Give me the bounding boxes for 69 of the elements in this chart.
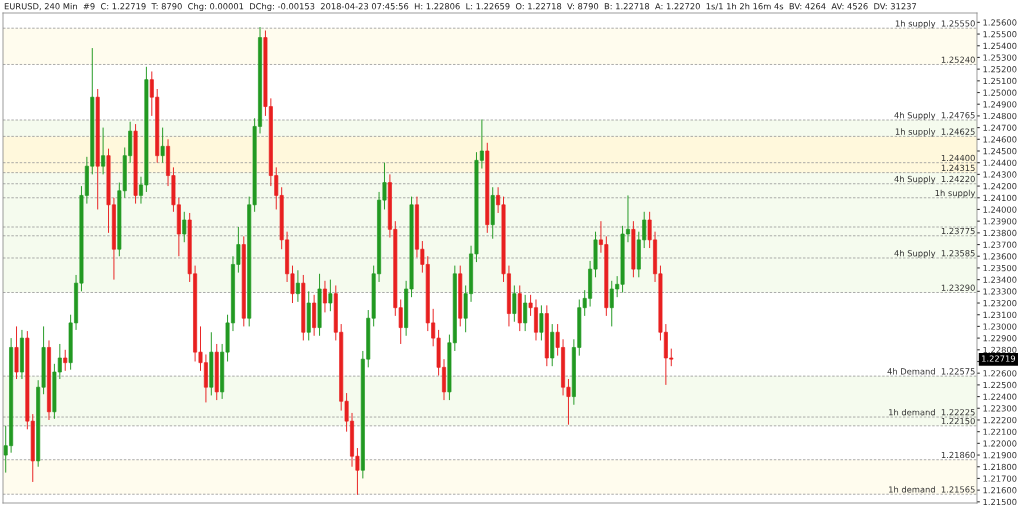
y-tick-label: 1.25600 (983, 19, 1017, 26)
ref-line-label: 1.23775 (941, 227, 975, 235)
y-tick-label: 1.22100 (983, 428, 1017, 435)
ref-line-label: 1.24400 (941, 154, 975, 162)
ref-line-label: 1h supply 1.24625 (895, 128, 975, 137)
ref-line-label: 4h Demand 1.22575 (887, 368, 975, 375)
ref-line-label: 1.22150 (941, 417, 975, 425)
y-tick-label: 1.21900 (983, 452, 1017, 459)
y-tick-label: 1.22600 (983, 370, 1017, 377)
y-tick-label: 1.21800 (983, 463, 1017, 471)
y-tick-label: 1.21500 (983, 498, 1017, 506)
y-tick-label: 1.24600 (983, 136, 1017, 143)
candlestick (512, 284, 517, 323)
ref-line-label: 4h Supply 1.24765 (894, 111, 975, 120)
candlestick (101, 127, 106, 175)
y-tick-label: 1.24100 (983, 194, 1017, 202)
y-tick-label: 1.23400 (983, 276, 1017, 283)
y-tick-label: 1.23000 (983, 323, 1017, 330)
y-tick-label: 1.22500 (983, 381, 1017, 389)
candlestick (182, 211, 187, 243)
y-tick-label: 1.25400 (983, 42, 1017, 50)
y-tick-label: 1.25100 (983, 77, 1017, 85)
y-tick-label: 1.22800 (983, 346, 1017, 354)
ref-line-label: 4h Supply 1.23585 (894, 249, 975, 258)
y-tick-label: 1.23700 (983, 241, 1017, 248)
candlestick (523, 294, 528, 332)
y-tick-label: 1.23500 (983, 264, 1017, 272)
y-tick-label: 1.23200 (983, 300, 1017, 307)
candlestick (539, 304, 544, 341)
candlestick (322, 280, 327, 313)
candlestick (63, 349, 68, 372)
y-tick-label: 1.24300 (983, 171, 1017, 178)
annotation: 1.22719 (982, 355, 1016, 362)
y-tick-label: 1.24000 (983, 206, 1017, 213)
y-tick-label: 1.23900 (983, 218, 1017, 225)
y-tick-label: 1.22200 (983, 416, 1017, 424)
y-tick-label: 1.23800 (983, 229, 1017, 237)
y-tick-label: 1.24400 (983, 159, 1017, 166)
y-tick-label: 1.25200 (983, 66, 1017, 73)
y-tick-label: 1.25500 (983, 31, 1017, 38)
ref-line-label: 1h supply (935, 189, 976, 198)
y-tick-label: 1.22300 (983, 405, 1017, 412)
ref-line-label: 1.25240 (941, 56, 975, 63)
ref-line-label: 1.23290 (941, 284, 975, 291)
ref-line-label: 4h Supply 1.24220 (894, 175, 975, 184)
ref-line-label: 1h demand 1.22225 (889, 408, 975, 416)
y-tick-label: 1.24500 (983, 147, 1017, 155)
chart-title: EURUSD, 240 Min #9 C: 1.22719 T: 8790 Chg: 0.00001 DChg: -0.00153 2018-04-23 07:45:56 H: 1.22806 L: 1.22659 O: 1.22718 V: 8790 B: 1.22718 A: 1.22720 1s/1 1h 2h 16m 4s BV: 4264 AV: 4526 DV: 31237 (4, 2, 917, 12)
ref-line-label: 1.24315 (941, 164, 975, 172)
y-tick-label: 1.23300 (983, 288, 1017, 295)
y-tick-label: 1.24800 (983, 112, 1017, 120)
y-tick-label: 1.24900 (983, 101, 1017, 108)
ref-line-label: 1.21860 (941, 451, 975, 459)
y-tick-label: 1.21600 (983, 487, 1017, 494)
ref-line-label: 1h demand 1.21565 (889, 486, 975, 493)
y-tick-label: 1.22000 (983, 440, 1017, 447)
y-tick-label: 1.23600 (983, 253, 1017, 260)
ref-line-label: 1h supply 1.25550 (895, 20, 975, 29)
y-tick-label: 1.22900 (983, 335, 1017, 342)
candlestick (160, 127, 165, 164)
y-tick-label: 1.25000 (983, 89, 1017, 96)
y-tick-label: 1.24700 (983, 124, 1017, 131)
y-tick-label: 1.24200 (983, 183, 1017, 190)
candlestick (295, 269, 300, 303)
y-tick-label: 1.25300 (983, 54, 1017, 61)
candlestick (328, 279, 333, 312)
y-tick-label: 1.22400 (983, 393, 1017, 400)
y-tick-label: 1.21700 (983, 475, 1017, 482)
y-tick-label: 1.23100 (983, 311, 1017, 318)
